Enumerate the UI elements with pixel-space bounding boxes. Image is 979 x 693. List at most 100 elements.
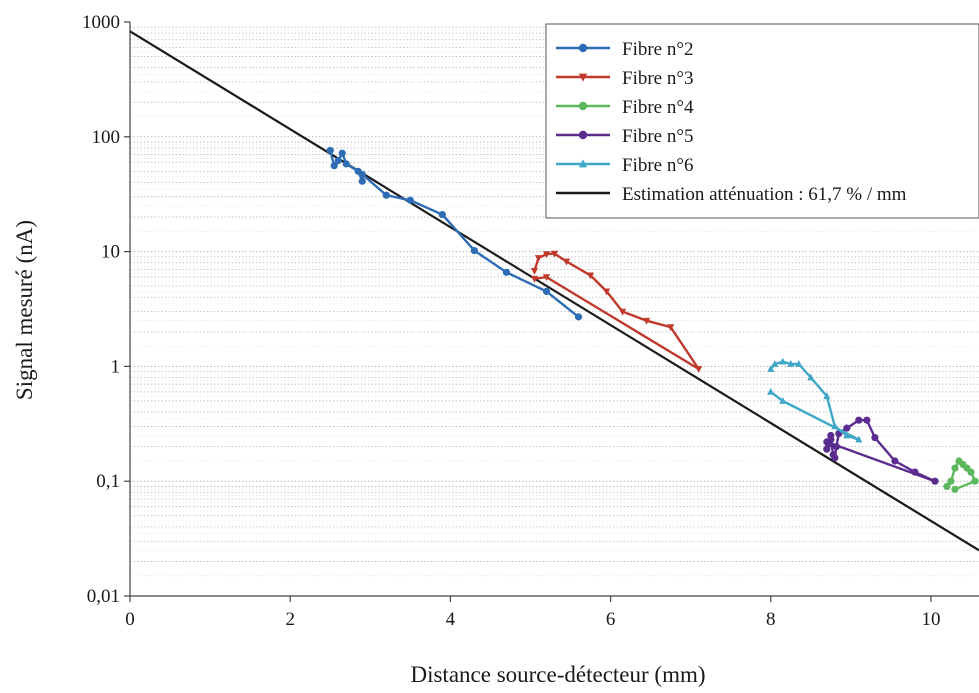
data-point — [358, 170, 366, 179]
y-tick-label: 100 — [92, 127, 121, 148]
legend-entry: Fibre n°2 — [556, 39, 693, 60]
data-point — [779, 396, 787, 404]
data-point — [827, 431, 835, 440]
data-point — [534, 255, 543, 262]
legend-swatch-marker — [578, 130, 588, 140]
legend-swatch-marker — [578, 101, 588, 111]
x-tick-label: 6 — [606, 609, 616, 630]
data-point — [602, 288, 611, 296]
data-point — [971, 477, 979, 485]
series-layer — [129, 30, 979, 552]
data-point — [562, 258, 571, 266]
legend-label: Fibre n°4 — [622, 97, 694, 118]
data-point — [574, 313, 583, 321]
data-point — [338, 149, 346, 157]
series-5 — [767, 357, 863, 443]
data-point — [502, 268, 511, 276]
series-2 — [530, 250, 703, 373]
data-point — [807, 373, 815, 381]
data-point — [326, 146, 334, 155]
legend-label: Fibre n°2 — [622, 39, 693, 60]
fit-line — [129, 30, 979, 552]
x-tick-label: 0 — [125, 609, 135, 630]
data-point — [779, 357, 787, 365]
data-point — [330, 162, 338, 170]
data-point — [382, 191, 390, 199]
data-point — [767, 387, 775, 395]
legend-entry: Fibre n°3 — [556, 68, 693, 89]
data-point — [695, 366, 703, 373]
data-point — [542, 274, 551, 282]
data-point — [855, 435, 863, 443]
legend-swatch-marker — [578, 43, 588, 53]
data-point — [891, 457, 899, 465]
data-point — [530, 275, 539, 283]
data-point — [406, 196, 414, 204]
legend-label: Estimation atténuation : 61,7 % / mm — [622, 184, 907, 205]
y-tick-label: 0,1 — [96, 471, 120, 492]
data-point — [951, 485, 959, 493]
series-line — [825, 419, 937, 483]
data-point — [767, 364, 775, 372]
data-point — [871, 433, 879, 442]
x-tick-label: 10 — [921, 609, 940, 630]
data-point — [542, 287, 551, 296]
data-point — [618, 308, 627, 316]
data-point — [542, 251, 551, 259]
data-point — [438, 211, 446, 219]
data-point — [771, 360, 779, 367]
data-point — [951, 464, 959, 472]
legend-entry: Fibre n°5 — [556, 126, 693, 147]
data-point — [823, 392, 831, 400]
y-tick-label: 10 — [101, 242, 120, 263]
legend: Fibre n°2 Fibre n°3 Fibre n°4 Fibre n°5 Fibr… — [545, 23, 979, 219]
data-point — [643, 317, 651, 325]
y-axis-title: Signal mesuré (nA) — [12, 220, 37, 400]
data-point — [358, 177, 366, 185]
data-point — [795, 360, 803, 367]
series-4 — [823, 416, 939, 485]
y-tick-label: 1000 — [82, 12, 120, 33]
legend-swatch-marker — [578, 159, 588, 168]
data-point — [855, 416, 863, 424]
data-point — [831, 454, 839, 462]
data-point — [823, 438, 831, 446]
data-point — [550, 250, 559, 258]
data-point — [470, 247, 479, 255]
legend-entry: Fibre n°4 — [556, 97, 694, 118]
y-tick-label: 1 — [111, 356, 121, 377]
legend-label: Fibre n°5 — [622, 126, 693, 147]
x-tick-label: 4 — [446, 609, 456, 630]
data-point — [831, 422, 839, 430]
axis-layer: 0,01 0,1 1 10 100 1000 0 2 4 6 8 10 — [82, 12, 979, 630]
legend-label: Fibre n°3 — [622, 68, 693, 89]
data-point — [832, 443, 841, 451]
data-point — [667, 324, 675, 332]
legend-entry: Estimation atténuation : 61,7 % / mm — [556, 184, 907, 205]
data-point — [843, 431, 851, 439]
legend-label: Fibre n°6 — [622, 155, 693, 176]
data-point — [911, 468, 919, 476]
data-point — [530, 267, 539, 275]
y-tick-label: 0,01 — [87, 586, 120, 607]
data-point — [943, 482, 951, 491]
data-point — [843, 424, 851, 432]
data-point — [787, 360, 795, 367]
x-tick-label: 8 — [766, 609, 776, 630]
data-point — [863, 416, 871, 424]
legend-entry: Fibre n°6 — [556, 155, 693, 176]
series-1 — [326, 146, 583, 321]
data-point — [586, 272, 595, 280]
series-3 — [943, 457, 979, 493]
data-point — [334, 157, 342, 165]
data-point — [947, 477, 955, 485]
data-point — [967, 468, 975, 476]
x-axis-title: Distance source-détecteur (mm) — [410, 662, 705, 687]
data-point — [931, 477, 939, 485]
legend-swatch-marker — [578, 73, 588, 82]
x-tick-label: 2 — [285, 609, 295, 630]
legend-box — [545, 23, 979, 219]
data-point — [342, 160, 350, 168]
